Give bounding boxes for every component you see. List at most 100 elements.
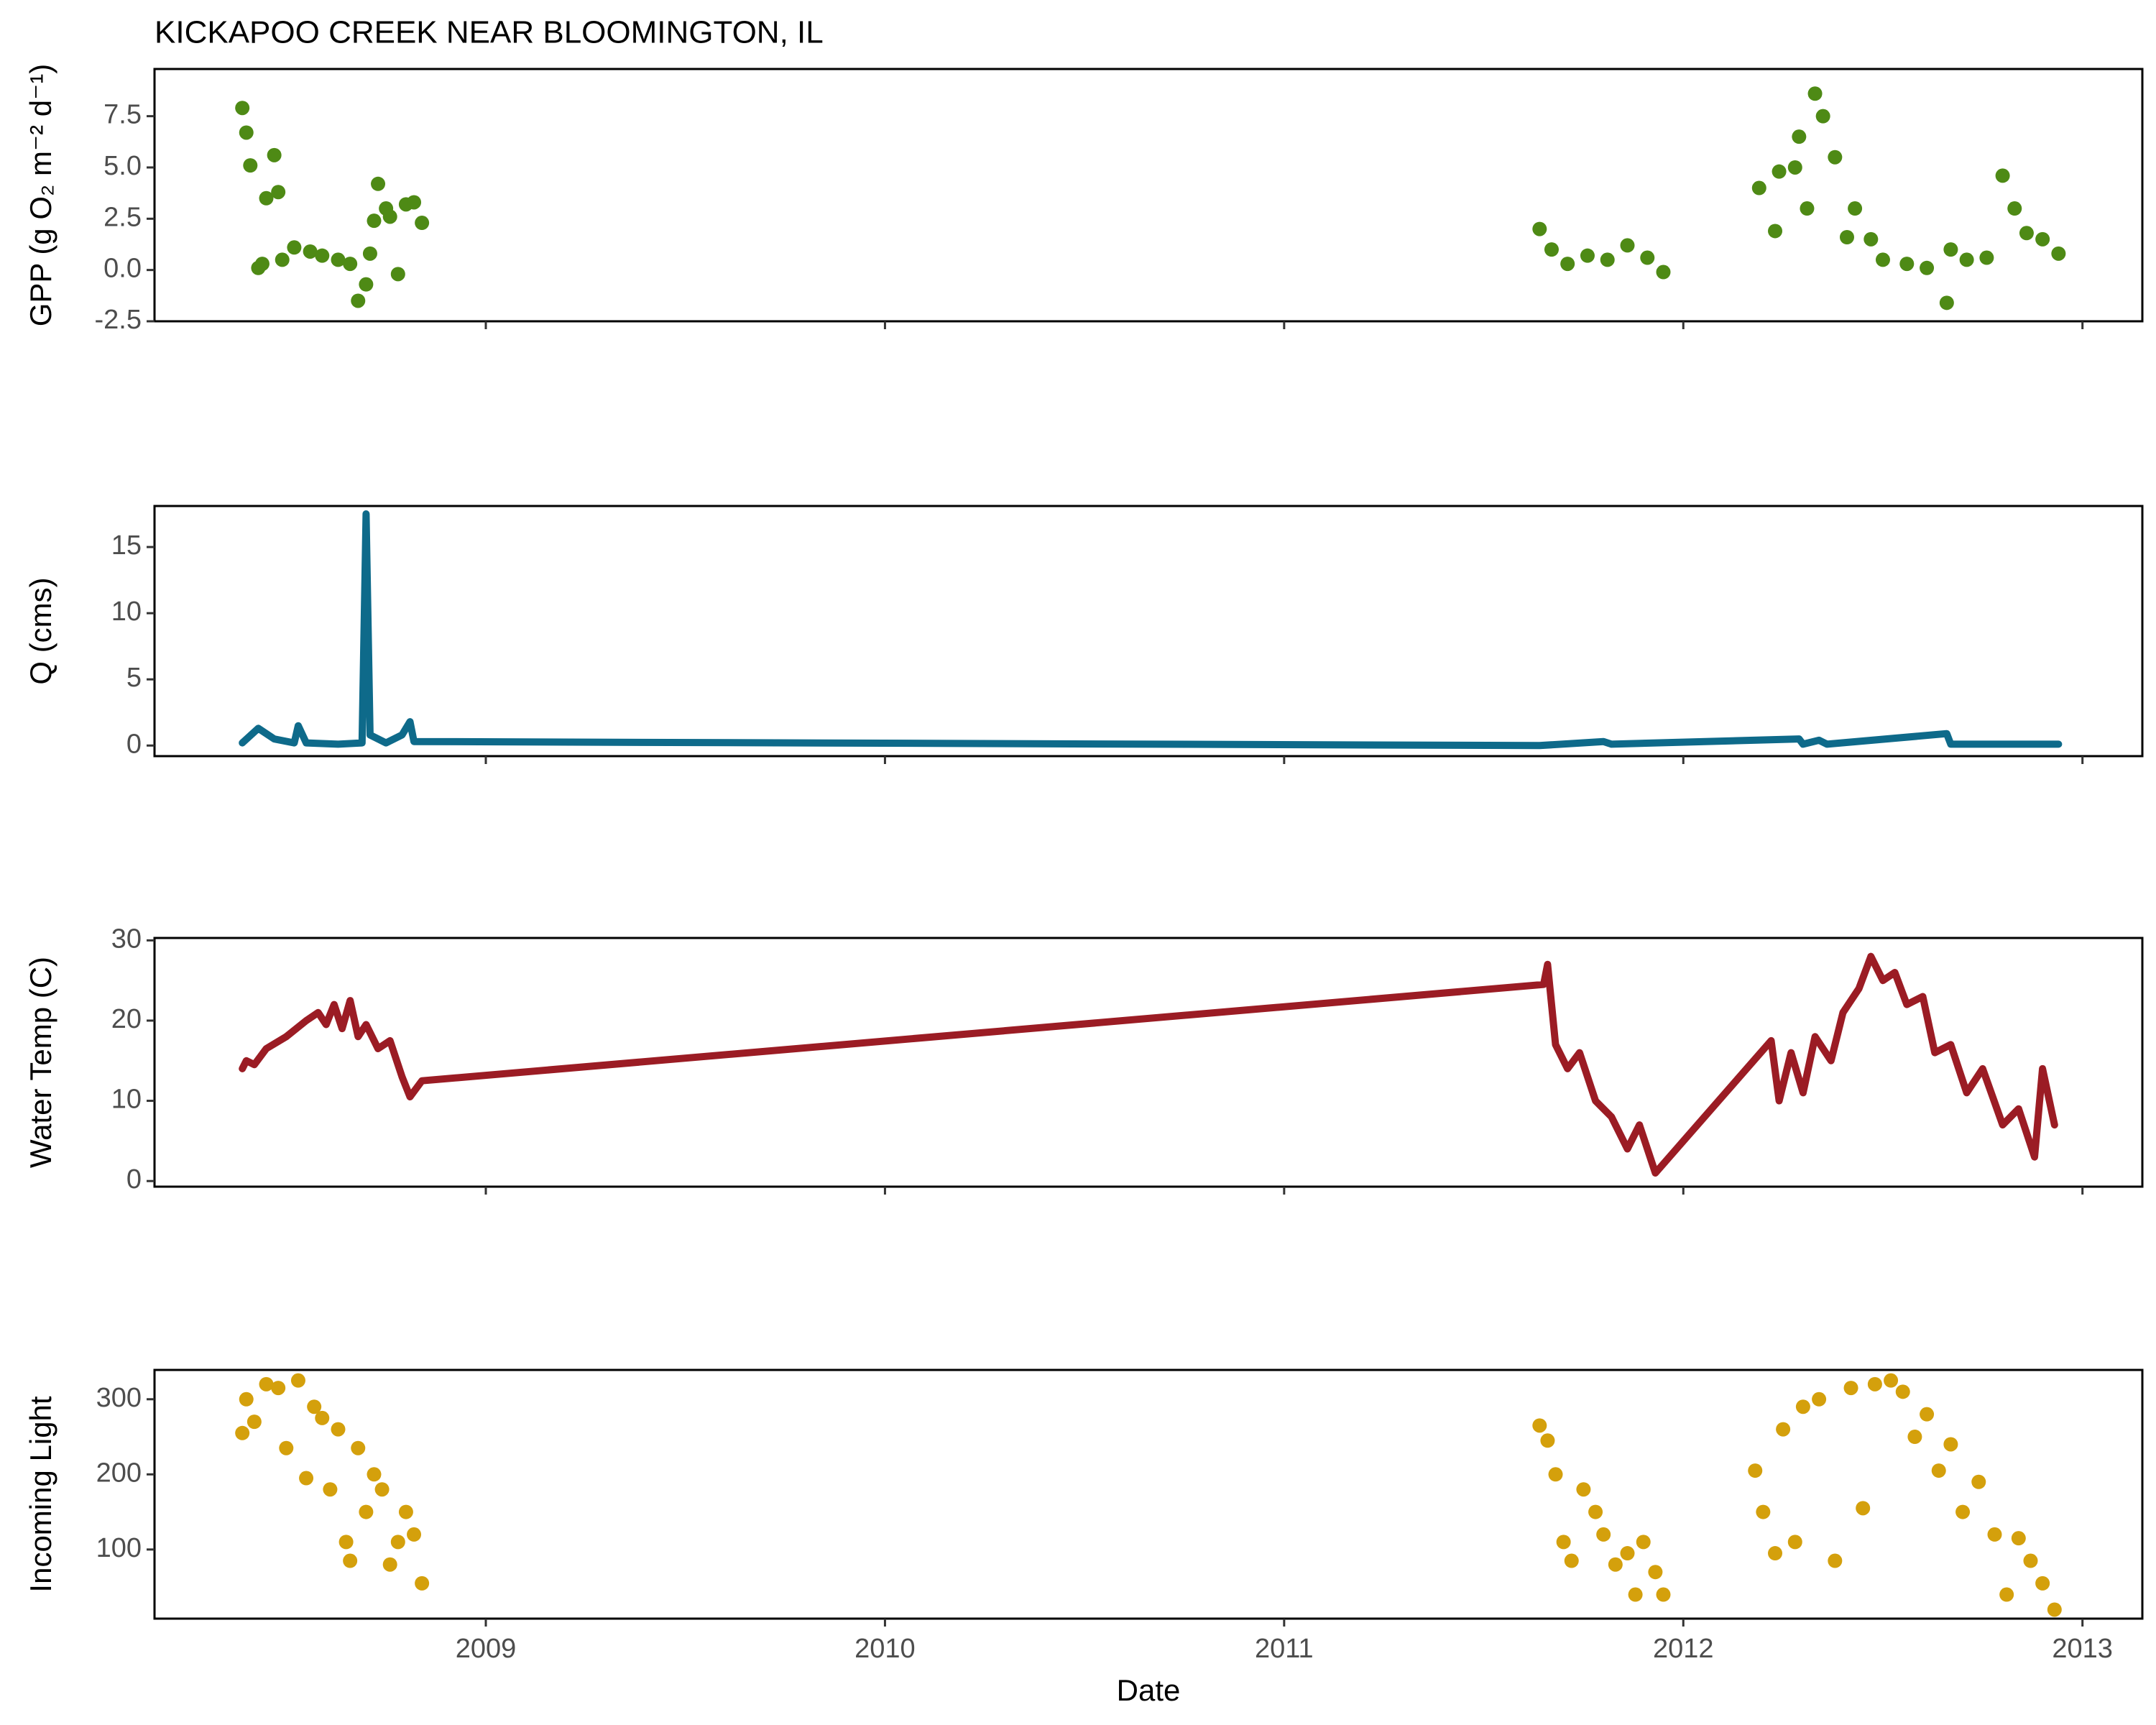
data-point	[323, 1482, 338, 1497]
data-point	[1620, 1546, 1635, 1561]
data-point	[287, 240, 302, 255]
y-tick-label: 5.0	[103, 151, 142, 181]
data-point	[1787, 160, 1802, 175]
data-point	[267, 147, 282, 162]
y-tick-label: 30	[111, 924, 142, 954]
data-point	[1640, 250, 1655, 265]
data-point	[235, 1425, 250, 1440]
data-point	[307, 1399, 322, 1414]
data-point	[1939, 295, 1954, 310]
data-point	[1540, 1433, 1555, 1448]
data-point	[1628, 1587, 1643, 1602]
data-point	[1560, 257, 1575, 272]
data-point	[407, 1527, 422, 1542]
data-point	[351, 1440, 366, 1455]
data-point	[2035, 1576, 2050, 1591]
data-point	[331, 252, 346, 267]
data-line	[239, 952, 2058, 1177]
y-tick-label: 15	[111, 530, 142, 561]
data-point	[362, 246, 377, 261]
data-point	[331, 1422, 346, 1437]
data-point	[235, 101, 250, 116]
y-tick-label: 10	[111, 1085, 142, 1115]
data-point	[1812, 1392, 1827, 1407]
y-axis-label: Water Temp (C)	[24, 957, 57, 1168]
data-point	[259, 190, 274, 206]
data-point	[367, 213, 382, 229]
data-point	[299, 1471, 314, 1486]
data-point	[1943, 242, 1958, 257]
data-point	[2011, 1531, 2026, 1546]
data-point	[303, 244, 318, 259]
data-point	[382, 1557, 397, 1572]
y-tick-label: 300	[96, 1383, 142, 1413]
data-point	[1656, 264, 1671, 280]
data-point	[2035, 231, 2050, 247]
data-point	[1580, 248, 1595, 263]
data-point	[1756, 1504, 1771, 1519]
data-point	[271, 185, 286, 200]
data-point	[1648, 1565, 1663, 1580]
data-point	[1848, 201, 1863, 216]
data-point	[1544, 242, 1559, 257]
data-point	[415, 216, 430, 231]
data-point	[359, 1504, 374, 1519]
data-point	[1532, 1418, 1547, 1433]
data-point	[367, 1467, 382, 1482]
data-point	[371, 176, 386, 191]
data-point	[279, 1440, 294, 1455]
panel-border	[153, 68, 2144, 323]
data-point	[1920, 1407, 1935, 1422]
panel-border	[153, 937, 2144, 1188]
data-point	[338, 1535, 354, 1550]
data-point	[247, 1414, 262, 1430]
y-tick-label: -2.5	[95, 305, 142, 335]
data-point	[254, 257, 270, 272]
data-point	[1867, 1376, 1882, 1392]
y-tick-label: 2.5	[103, 202, 142, 232]
data-point	[239, 125, 254, 140]
data-point	[1843, 1381, 1858, 1396]
data-point	[1839, 230, 1854, 244]
data-point	[374, 1482, 390, 1497]
data-point	[1576, 1482, 1591, 1497]
data-point	[2051, 246, 2066, 261]
data-point	[1895, 1384, 1910, 1399]
data-point	[2019, 226, 2034, 241]
data-point	[1556, 1535, 1571, 1550]
x-tick-label: 2009	[456, 1634, 517, 1664]
data-point	[1620, 238, 1635, 253]
data-point	[1636, 1535, 1651, 1550]
data-point	[351, 293, 366, 308]
panel-border	[153, 1368, 2144, 1620]
x-tick-label: 2013	[2052, 1634, 2113, 1664]
y-tick-label: 20	[111, 1004, 142, 1034]
data-point	[390, 267, 405, 282]
data-point	[1856, 1501, 1871, 1516]
y-tick-label: 0	[126, 1164, 142, 1195]
y-tick-label: 7.5	[103, 100, 142, 130]
data-point	[243, 158, 258, 173]
data-point	[1800, 201, 1815, 216]
data-point	[1564, 1553, 1579, 1568]
data-point	[359, 277, 374, 292]
data-point	[2007, 201, 2022, 216]
data-point	[1931, 1463, 1946, 1478]
x-tick-label: 2012	[1653, 1634, 1714, 1664]
y-axis-label: Q (cms)	[24, 577, 57, 684]
data-point	[1768, 1546, 1783, 1561]
data-point	[1600, 252, 1615, 267]
data-line	[239, 510, 2063, 750]
data-point	[2023, 1553, 2038, 1568]
data-point	[1943, 1437, 1958, 1452]
y-tick-label: 0	[126, 729, 142, 759]
y-axis-label: GPP (g O₂ m⁻² d⁻¹)	[24, 64, 57, 327]
data-point	[1776, 1422, 1791, 1437]
data-point	[1971, 1474, 1986, 1489]
data-point	[1884, 1373, 1899, 1388]
data-point	[275, 252, 290, 267]
data-point	[407, 195, 422, 210]
data-point	[1828, 150, 1843, 165]
data-point	[1815, 109, 1830, 124]
